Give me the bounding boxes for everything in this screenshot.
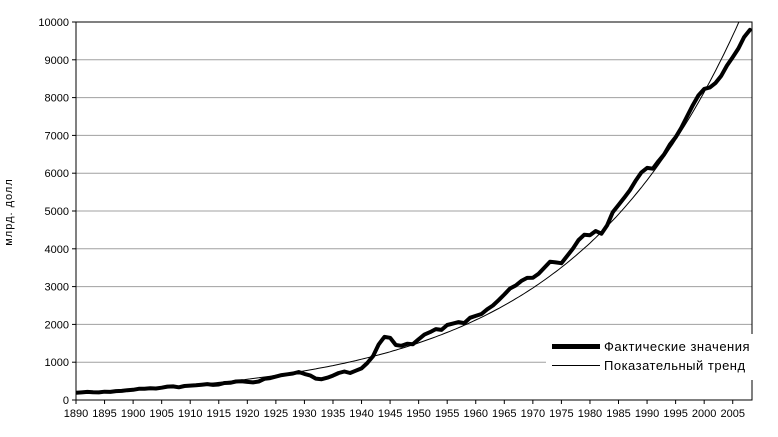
x-tick-label: 1985 [606,408,630,420]
y-tick-label: 0 [63,395,69,407]
x-tick-label: 1940 [349,408,373,420]
actual-line [76,27,752,395]
x-tick-label: 1925 [264,408,288,420]
y-tick-label: 8000 [45,93,69,105]
x-tick-label: 1945 [378,408,402,420]
legend-line-thin-icon [552,365,600,366]
legend: Фактические значения Показательный тренд [546,334,759,380]
x-tick-label: 1900 [121,408,145,420]
y-tick-label: 3000 [45,282,69,294]
x-tick-label: 1920 [235,408,259,420]
x-tick-label: 1905 [149,408,173,420]
y-tick-label: 10000 [38,17,69,29]
y-axis-title: млрд. долл [3,178,15,246]
x-tick-label: 2000 [692,408,716,420]
x-tick-label: 1915 [207,408,231,420]
x-tick-label: 1975 [549,408,573,420]
y-tick-label: 1000 [45,357,69,369]
x-tick-label: 2005 [720,408,744,420]
legend-item-trend: Показательный тренд [552,356,750,375]
legend-label-trend: Показательный тренд [604,358,746,373]
x-tick-label: 1990 [635,408,659,420]
x-tick-label: 1930 [292,408,316,420]
y-tick-label: 6000 [45,168,69,180]
x-tick-label: 1910 [178,408,202,420]
y-tick-label: 7000 [45,130,69,142]
plot-border [75,21,753,401]
x-tick-label: 1935 [321,408,345,420]
x-tick-label: 1965 [492,408,516,420]
y-tick-label: 2000 [45,319,69,331]
y-tick-label: 4000 [45,244,69,256]
x-tick-label: 1960 [464,408,488,420]
x-tick-label: 1970 [521,408,545,420]
x-tick-label: 1955 [435,408,459,420]
legend-label-actual: Фактические значения [604,339,751,354]
x-tick-label: 1950 [406,408,430,420]
y-tick-label: 9000 [45,55,69,67]
y-tick-label: 5000 [45,206,69,218]
x-tick-label: 1890 [64,408,88,420]
legend-line-thick-icon [552,344,600,349]
legend-item-actual: Фактические значения [552,337,750,356]
x-tick-label: 1980 [578,408,602,420]
x-tick-label: 1995 [663,408,687,420]
x-tick-label: 1895 [92,408,116,420]
